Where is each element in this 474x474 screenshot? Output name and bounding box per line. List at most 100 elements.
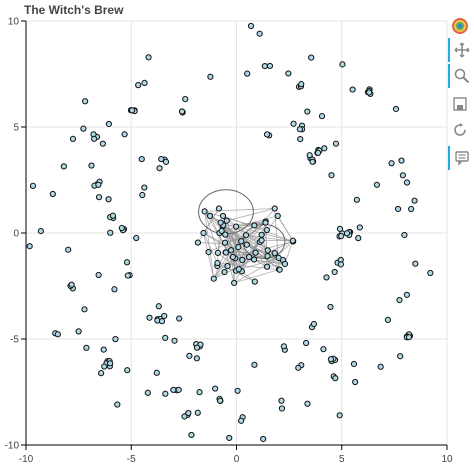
graph-node	[258, 237, 265, 244]
graph-node	[95, 194, 103, 201]
graph-node	[175, 386, 182, 393]
graph-node	[219, 212, 227, 220]
graph-node	[109, 212, 117, 219]
graph-node	[238, 417, 245, 424]
graph-node	[99, 140, 106, 147]
graph-node	[238, 238, 245, 245]
chart-title: The Witch's Brew	[24, 3, 124, 17]
graph-node	[224, 263, 231, 270]
graph-node	[306, 152, 313, 159]
graph-node	[314, 149, 322, 156]
graph-node	[161, 312, 168, 320]
graph-node	[221, 268, 228, 276]
graph-node	[155, 303, 162, 310]
graph-node	[260, 435, 267, 443]
graph-node	[26, 243, 33, 250]
y-tick-label: -5	[10, 335, 19, 346]
graph-node	[339, 61, 346, 68]
graph-node	[336, 225, 344, 232]
graph-node	[200, 229, 207, 237]
graph-node	[105, 196, 112, 203]
graph-node	[276, 266, 283, 273]
graph-node	[349, 86, 356, 93]
graph-node	[252, 249, 259, 256]
reset-icon[interactable]	[448, 118, 472, 142]
edge-line	[203, 232, 218, 264]
graph-node	[304, 108, 311, 115]
graph-node	[162, 334, 169, 341]
graph-node	[412, 260, 419, 267]
hover-icon[interactable]	[448, 146, 474, 170]
edge-line	[277, 215, 294, 241]
graph-node	[146, 314, 153, 321]
graph-node	[403, 179, 411, 186]
graph-node	[298, 81, 305, 88]
graph-node	[263, 263, 271, 270]
graph-node	[210, 275, 217, 282]
graph-node	[205, 248, 212, 256]
graph-node	[75, 328, 82, 335]
graph-node	[222, 231, 229, 238]
graph-node	[145, 54, 152, 61]
graph-node	[350, 360, 358, 368]
graph-node	[403, 291, 410, 298]
graph-node	[304, 400, 311, 407]
graph-node	[111, 286, 118, 293]
x-axis-ticks: -10 -5 0 5 10	[19, 445, 453, 465]
graph-node	[101, 363, 108, 370]
y-tick-label: 5	[13, 123, 19, 134]
edge-line	[234, 269, 280, 284]
graph-node	[397, 353, 404, 360]
node-layer	[26, 22, 434, 443]
graph-node	[112, 336, 119, 343]
graph-node	[251, 278, 258, 285]
graph-node	[352, 378, 359, 386]
graph-node	[91, 135, 98, 142]
graph-node	[263, 226, 270, 234]
x-tick-label: -5	[127, 454, 136, 465]
graph-node	[128, 107, 136, 114]
graph-node	[186, 352, 193, 359]
graph-node	[170, 386, 177, 394]
edge-line	[203, 232, 232, 251]
save-icon[interactable]	[448, 92, 472, 116]
wheel-zoom-icon[interactable]	[448, 64, 474, 88]
graph-node	[69, 135, 77, 142]
graph-node	[158, 318, 166, 325]
graph-node	[281, 260, 289, 268]
graph-node	[332, 140, 340, 147]
graph-node	[229, 253, 237, 261]
graph-node	[182, 95, 189, 103]
graph-node	[121, 131, 128, 138]
graph-node	[29, 182, 37, 189]
graph-node	[162, 390, 169, 397]
graph-node	[256, 30, 263, 37]
graph-node	[60, 163, 67, 170]
graph-node	[289, 237, 296, 244]
pan-icon[interactable]	[448, 38, 474, 62]
x-tick-label: 10	[441, 454, 453, 465]
graph-node	[49, 190, 56, 198]
graph-node	[398, 157, 405, 164]
graph-node	[235, 266, 242, 273]
y-axis-ticks: -10 -5 0 5 10	[5, 17, 26, 452]
graph-node	[80, 125, 87, 132]
graph-node	[295, 364, 302, 371]
bokeh-logo-icon[interactable]	[448, 14, 472, 38]
graph-node	[309, 158, 316, 165]
graph-node	[384, 316, 391, 323]
graph-node	[162, 158, 170, 165]
graph-node	[320, 346, 327, 353]
graph-node	[88, 162, 95, 169]
graph-node	[355, 235, 362, 242]
graph-node	[201, 208, 208, 215]
edge-line	[267, 250, 280, 270]
graph-node	[107, 360, 114, 367]
graph-node	[194, 239, 202, 246]
graph-node	[95, 181, 102, 188]
graph-node	[233, 223, 240, 230]
y-tick-label: 10	[8, 17, 20, 28]
graph-node	[392, 105, 400, 113]
graph-node	[82, 98, 89, 105]
